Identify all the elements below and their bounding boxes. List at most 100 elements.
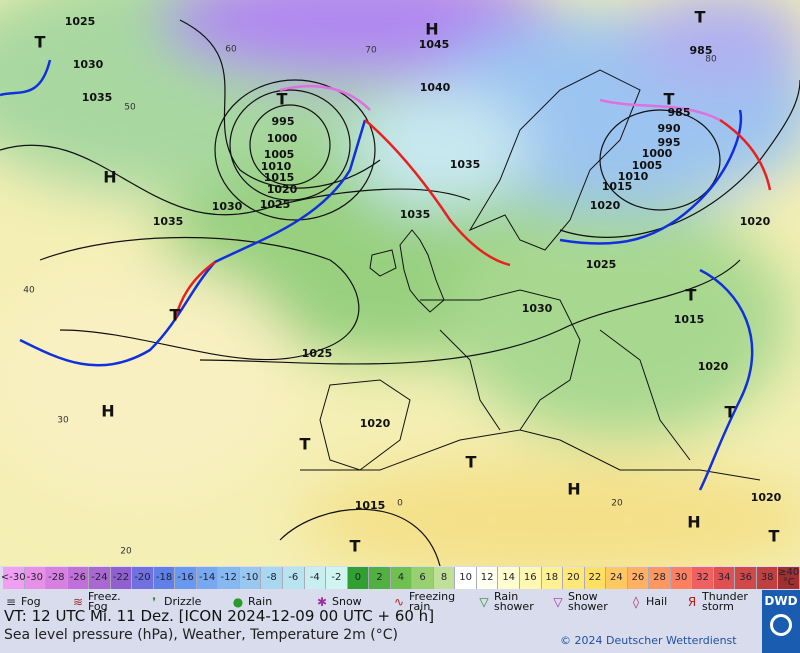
isotherm-label: 60	[225, 45, 237, 55]
scale-cell: 22	[584, 567, 607, 589]
legend-label: Drizzle	[164, 594, 202, 608]
scale-cell: -14	[196, 567, 219, 589]
pressure-center: H	[425, 20, 438, 39]
pressure-center: H	[567, 480, 580, 499]
weather-map: 1025103010359951000100510101015102010251…	[0, 0, 800, 566]
isobar-label: 985	[668, 106, 691, 119]
isobar-label: 1010	[261, 160, 292, 173]
isobar-label: 1025	[65, 15, 96, 28]
legend-label: Fog	[21, 594, 41, 608]
legend-item: ◊ Hail	[630, 590, 680, 613]
isobar-label: 1000	[642, 147, 673, 160]
legend-item: ✱ Snow	[316, 590, 386, 613]
isobar-label: 1030	[73, 58, 104, 71]
logo-icon	[770, 614, 792, 636]
isobar-label: 1020	[360, 417, 391, 430]
isobar-label: 1000	[267, 132, 298, 145]
isobar-label: 1010	[618, 170, 649, 183]
pressure-center: T	[695, 8, 706, 27]
temperature-field	[0, 0, 800, 566]
scale-cell: -28	[46, 567, 68, 589]
legend-icon: ●	[232, 594, 244, 609]
legend-icon: ✱	[316, 594, 328, 609]
pressure-center: T	[664, 90, 675, 109]
scale-cell: -18	[153, 567, 176, 589]
scale-cell: 28	[649, 567, 671, 589]
fronts	[0, 59, 772, 491]
isotherm-label: 40	[23, 286, 35, 296]
copyright: © 2024 Deutscher Wetterdienst	[560, 634, 737, 647]
legend-item: ≡ Fog	[5, 590, 65, 613]
isotherm-label: 0	[397, 499, 403, 509]
legend-label: Snow	[332, 594, 362, 608]
pressure-center: T	[300, 435, 311, 454]
pressure-center: T	[725, 403, 736, 422]
scale-cell: 16	[519, 567, 542, 589]
isotherm-label: 50	[124, 103, 136, 113]
legend-item: Я Thunder storm	[686, 590, 756, 613]
isobar-label: 1035	[450, 158, 481, 171]
scale-cell: -16	[175, 567, 197, 589]
isotherm-label: 80	[705, 55, 717, 65]
isobar-label: 990	[658, 122, 681, 135]
pressure-center: H	[687, 513, 700, 532]
pressure-center: T	[350, 537, 361, 556]
isobar-label: 1035	[153, 215, 184, 228]
isobar-label: 995	[272, 115, 295, 128]
legend-icon: ❜	[152, 594, 156, 609]
isobar-label: 1020	[590, 199, 621, 212]
scale-cell: 10	[455, 567, 477, 589]
isobar-label: 1045	[419, 38, 450, 51]
isobar-label: 1015	[674, 313, 705, 326]
isotherm-label: 20	[120, 547, 132, 557]
scale-cell: 38	[756, 567, 779, 589]
isobar-label: 1020	[698, 360, 729, 373]
pressure-center: H	[101, 402, 114, 421]
isobar-label: 995	[658, 136, 681, 149]
scale-cell: 4	[390, 567, 413, 589]
legend-label: Hail	[646, 594, 668, 608]
scale-cell: 34	[713, 567, 736, 589]
isobar-label: 1015	[355, 499, 386, 512]
pressure-center: T	[466, 453, 477, 472]
scale-cell: -24	[89, 567, 111, 589]
pressure-center: H	[103, 168, 116, 187]
scale-cell: 18	[541, 567, 564, 589]
scale-cell: ≥40 °C	[778, 567, 800, 589]
isobar-label: 1035	[400, 208, 431, 221]
scale-cell: -26	[67, 567, 90, 589]
legend-item: ● Rain	[232, 590, 312, 613]
legend-label: Freezing rain	[409, 589, 456, 613]
legend-label: Snow shower	[568, 589, 608, 613]
scale-cell: 8	[433, 567, 456, 589]
scale-cell: -22	[110, 567, 133, 589]
isobar-label: 985	[690, 44, 713, 57]
isobar-label: 1025	[586, 258, 617, 271]
logo: DWD	[762, 590, 800, 653]
legend-item: ❜ Drizzle	[148, 590, 228, 613]
scale-cell: 26	[627, 567, 650, 589]
isobars	[0, 19, 800, 566]
isotherm-label: 30	[57, 416, 69, 426]
coastlines	[300, 69, 761, 481]
legend-label: Rain	[248, 594, 273, 608]
scale-cell: -20	[132, 567, 154, 589]
pressure-center: T	[769, 527, 780, 546]
scale-cell: -12	[218, 567, 240, 589]
logo-text: DWD	[764, 594, 798, 608]
legend-item: ▽ Snow shower	[552, 590, 627, 613]
isobar-label: 1005	[264, 148, 295, 161]
legend-icon: ▽	[479, 594, 489, 609]
legend-label: Rain shower	[494, 589, 534, 613]
pressure-center: T	[35, 33, 46, 52]
scale-cell: 20	[563, 567, 585, 589]
pressure-center: T	[686, 286, 697, 305]
legend-icon: ◊	[633, 594, 639, 609]
scale-cell: 14	[498, 567, 520, 589]
scale-cell: 2	[369, 567, 391, 589]
legend-icon: ∿	[393, 594, 405, 609]
scale-cell: -4	[304, 567, 327, 589]
isobar-label: 1025	[302, 347, 333, 360]
isobar-label: 1020	[740, 215, 771, 228]
